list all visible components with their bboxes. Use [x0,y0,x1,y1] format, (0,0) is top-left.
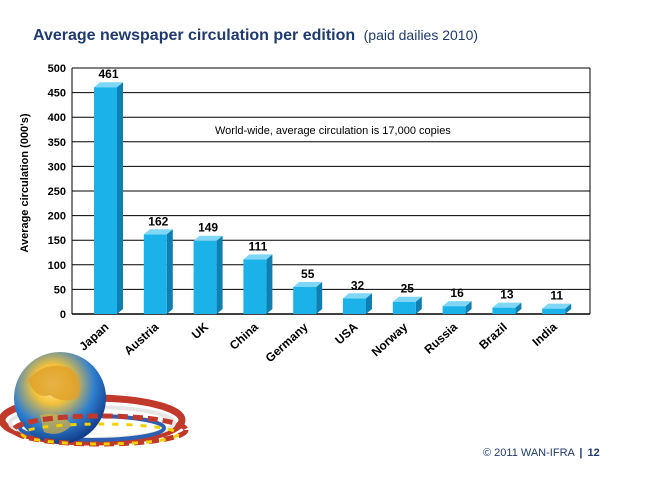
x-tick-label: UK [189,320,211,342]
bar-front [293,286,317,314]
bar-top [442,301,472,307]
bar-front [343,298,366,314]
data-label: 13 [500,288,514,302]
bar-side [266,254,273,314]
bar-top [243,254,273,260]
x-tick-label: China [227,320,261,353]
data-label: 55 [301,267,315,281]
bar [193,235,223,314]
bar-front [143,234,167,314]
data-label: 111 [249,239,268,253]
data-label: 16 [450,286,464,300]
bar [442,301,472,314]
y-tick-label: 400 [48,112,66,124]
bar-front [94,87,117,314]
y-axis-label: Average circulation (000's) [19,113,31,252]
bar-top [343,293,372,299]
y-tick-label: 100 [48,260,66,272]
data-label: 162 [148,214,168,228]
bar-top [392,296,422,302]
bar-side [366,293,372,314]
bar-top [542,303,572,309]
y-tick-label: 350 [48,137,66,149]
bar-front [442,306,466,314]
x-tick-label: Japan [76,320,111,354]
x-tick-label: Norway [369,320,411,360]
bar [243,254,273,314]
y-tick-label: 200 [48,211,66,223]
chart-subtitle: (paid dailies 2010) [363,27,479,43]
bar [542,303,572,314]
bar-front [492,307,516,314]
footer: © 2011 WAN-IFRA | 12 [483,447,600,459]
copyright-text: © 2011 WAN-IFRA [483,447,575,459]
bar-side [216,235,223,314]
bar-top [143,229,173,235]
data-label: 149 [198,221,218,235]
bar-side [166,229,173,314]
x-tick-label: Russia [421,320,460,357]
bar [293,281,323,314]
bar-top [492,302,522,308]
bar [94,82,123,314]
data-label: 25 [401,282,415,296]
bar-side [565,303,572,314]
footer-separator: | [579,447,583,459]
y-tick-label: 450 [48,88,66,100]
chart-title-block: Average newspaper circulation per editio… [33,27,478,45]
bar-front [243,259,267,314]
data-label: 461 [98,67,118,81]
x-tick-label: Germany [263,320,311,365]
data-label: 32 [351,278,365,292]
y-tick-label: 500 [48,63,66,75]
bar-front [193,240,217,314]
bar-front [392,301,416,314]
bar-side [465,301,472,314]
y-tick-label: 300 [48,161,66,173]
globe-with-flags-icon [0,352,189,447]
bar-side [415,296,422,314]
page-number: 12 [587,447,600,459]
bar-side [117,82,123,314]
bar-top [293,281,323,287]
bar-top [94,82,123,88]
x-tick-label: USA [332,320,360,348]
bar-side [316,281,323,314]
chart-title: Average newspaper circulation per editio… [33,27,356,44]
x-tick-label: Austria [121,320,161,358]
y-tick-label: 50 [54,284,66,296]
bar [343,293,372,314]
chart-annotation: World-wide, average circulation is 17,00… [215,125,451,137]
y-tick-label: 250 [48,186,66,198]
bar-top [193,235,223,241]
bar [492,302,522,314]
bar-side [515,302,522,314]
x-tick-label: Brazil [476,320,510,352]
data-label: 11 [550,289,563,303]
bar-front [542,308,566,314]
x-tick-label: India [530,320,560,349]
bar [143,229,173,314]
y-tick-label: 150 [48,235,66,247]
bar [392,296,422,314]
y-tick-label: 0 [60,309,66,321]
